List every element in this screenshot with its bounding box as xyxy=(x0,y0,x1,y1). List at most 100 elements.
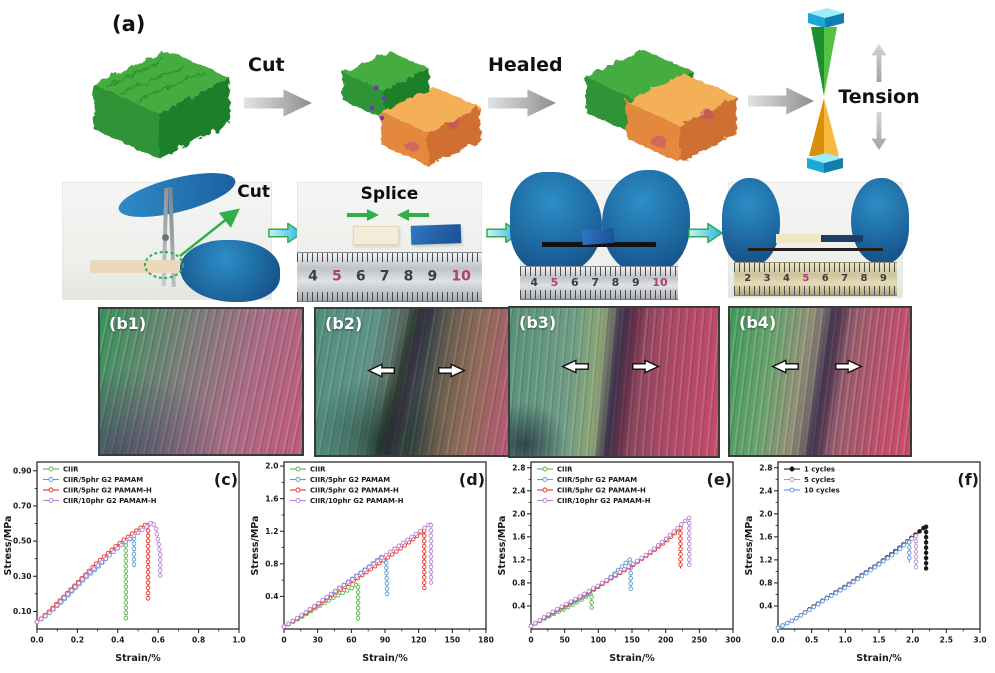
y-tick-label: 2.0 xyxy=(265,462,278,471)
ruler-number: 5 xyxy=(331,268,342,285)
y-tick-label: 0.4 xyxy=(512,602,525,611)
right-arrow-icon xyxy=(347,209,379,221)
scissor-pivot xyxy=(162,234,169,241)
sample-strip xyxy=(542,242,656,247)
x-tick-label: 150 xyxy=(445,636,461,645)
glove-hand xyxy=(180,240,280,302)
photo-splice: Splice 4 5 6 7 8 9 10 xyxy=(297,182,482,302)
y-axis-label: Stress/MPa xyxy=(3,516,14,576)
up-arrow-icon xyxy=(871,44,887,82)
legend-label: CIIR/5phr G2 PAMAM-H xyxy=(557,487,646,495)
micro-label: (b4) xyxy=(739,313,777,332)
x-axis-label: Strain/% xyxy=(362,653,408,664)
tension-specimen-illustration xyxy=(807,8,844,173)
x-tick-label: 120 xyxy=(411,636,427,645)
photo-pressing: 4 5 6 7 8 9 10 xyxy=(510,170,690,300)
healed-sample-blue-half xyxy=(821,235,863,242)
right-arrow-icon xyxy=(835,359,864,374)
legend-label: CIIR/5phr G2 PAMAM xyxy=(63,476,143,484)
glove-left xyxy=(510,172,602,274)
right-arrow-icon xyxy=(244,89,312,117)
x-tick-label: 50 xyxy=(559,636,569,645)
micro-label: (b2) xyxy=(325,314,363,333)
ruler-number: 7 xyxy=(841,273,849,285)
chart-c-stress-strain: 0.0 0.2 0.4 0.6 0.8 1.0 0.10 0.30 0.50 0.70 0.90 St… xyxy=(3,461,246,664)
chart-e-stress-strain: 0 50 100 150 200 250 300 0.4 0.8 1.2 1.6 2.0 2.4 2.8 S… xyxy=(497,461,741,664)
chart-row: 0.0 0.2 0.4 0.6 0.8 1.0 0.10 0.30 0.50 0.70 0.90 St… xyxy=(2,454,993,669)
photo-cut-label: Cut xyxy=(237,182,270,202)
left-arrow-icon xyxy=(560,359,589,375)
blue-sample-piece xyxy=(410,224,462,245)
x-tick-label: 1.0 xyxy=(839,636,852,645)
ruler-number: 3 xyxy=(763,273,771,285)
y-axis-label: Stress/MPa xyxy=(250,516,261,576)
healed-block-illustration xyxy=(586,50,737,163)
legend-label: CIIR/5phr G2 PAMAM xyxy=(310,476,390,484)
ruler-number: 2 xyxy=(744,273,752,285)
x-tick-label: 60 xyxy=(346,636,356,645)
x-tick-label: 0 xyxy=(528,636,533,645)
ruler-ticks xyxy=(734,263,897,272)
y-tick-label: 2.0 xyxy=(759,509,772,518)
y-tick-label: 2.0 xyxy=(512,509,525,518)
ruler-number: 9 xyxy=(427,268,438,285)
legend-label: CIIR/5phr G2 PAMAM-H xyxy=(63,487,152,495)
x-tick-label: 2.0 xyxy=(906,636,919,645)
legend-label: CIIR xyxy=(310,466,326,474)
healing-seam xyxy=(590,308,651,456)
right-arrow-icon xyxy=(631,359,660,375)
glove-right xyxy=(851,178,909,264)
y-axis-label: Stress/MPa xyxy=(744,516,755,576)
y-tick-label: 2.8 xyxy=(759,463,772,472)
x-tick-label: 250 xyxy=(692,636,708,645)
panel-letter: (c) xyxy=(214,470,238,489)
right-arrow-icon xyxy=(438,362,467,378)
x-tick-label: 150 xyxy=(624,636,640,645)
x-tick-label: 0.6 xyxy=(152,636,165,645)
ruler-numbers: 4 5 6 7 8 9 10 xyxy=(524,276,674,289)
x-tick-label: 2.5 xyxy=(940,636,953,645)
y-tick-label: 0.50 xyxy=(13,537,32,546)
x-tick-label: 0.2 xyxy=(71,636,84,645)
micro-image-b1: (b1) xyxy=(98,307,304,456)
x-tick-label: 90 xyxy=(380,636,390,645)
panel-letter: (d) xyxy=(459,470,485,489)
ruler-number: 8 xyxy=(611,275,620,289)
legend-label: CIIR xyxy=(557,466,573,474)
x-tick-label: 0.0 xyxy=(771,636,784,645)
x-axis-label: Strain/% xyxy=(115,653,161,664)
left-arrow-icon xyxy=(367,362,396,378)
x-tick-label: 30 xyxy=(312,636,322,645)
x-tick-label: 200 xyxy=(658,636,674,645)
ruler-number: 8 xyxy=(860,273,868,285)
cut-pointer-arrow-icon xyxy=(179,208,240,257)
healing-seam xyxy=(364,309,442,455)
x-tick-label: 0.5 xyxy=(805,636,818,645)
ruler-number: 5 xyxy=(802,273,810,285)
x-tick-label: 1.5 xyxy=(872,636,885,645)
ruler-number: 4 xyxy=(530,275,538,289)
y-tick-label: 0.30 xyxy=(13,572,32,581)
cut-blocks-illustration xyxy=(343,51,481,167)
series-line xyxy=(530,516,690,627)
rubber-strip xyxy=(90,260,182,273)
support-rod xyxy=(748,248,883,251)
ruler-ticks xyxy=(297,292,482,301)
x-axis-label: Strain/% xyxy=(856,653,902,664)
x-axis-label: Strain/% xyxy=(609,653,655,664)
ruler-number: 6 xyxy=(355,268,366,285)
tension-label: Tension xyxy=(838,86,920,108)
chart-f-cycles: 0.0 0.5 1.0 1.5 2.0 2.5 3.0 0.4 0.8 1.2 1.6 2.0 2.4 2… xyxy=(744,461,987,664)
series-line xyxy=(777,523,927,629)
glove-left xyxy=(722,178,780,266)
x-tick-label: 0.8 xyxy=(192,636,205,645)
y-tick-label: 2.4 xyxy=(759,486,772,495)
ruler-ticks xyxy=(520,290,678,299)
ruler-ticks xyxy=(734,286,897,295)
y-tick-label: 1.2 xyxy=(265,527,278,536)
cut-step-label: Cut xyxy=(248,54,285,76)
y-tick-label: 0.4 xyxy=(265,592,278,601)
micro-image-b3: (b3) xyxy=(508,306,720,458)
ruler-number: 6 xyxy=(821,273,829,285)
